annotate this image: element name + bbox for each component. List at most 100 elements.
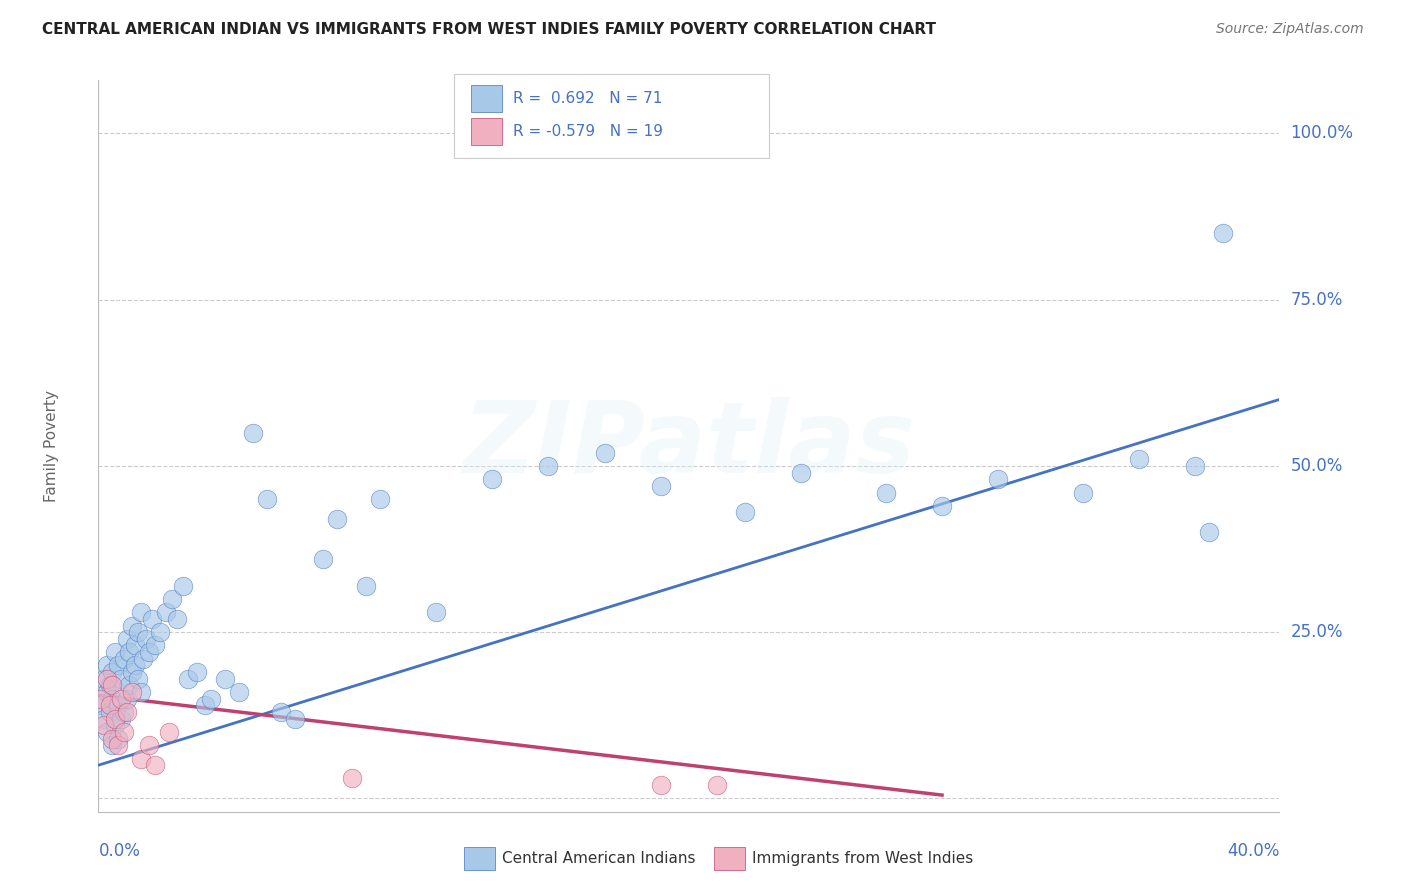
Text: Family Poverty: Family Poverty [44, 390, 59, 502]
Text: 100.0%: 100.0% [1291, 125, 1354, 143]
Point [96, 685, 118, 699]
Point [98, 705, 121, 719]
Point [101, 665, 124, 679]
Point [135, 632, 157, 646]
Point [734, 506, 756, 520]
Point [93, 718, 115, 732]
Point [93, 712, 115, 726]
Point [110, 691, 132, 706]
Point [132, 652, 155, 666]
Point [340, 772, 363, 786]
Point [121, 685, 143, 699]
Point [104, 712, 127, 726]
Point [112, 705, 135, 719]
Point [987, 472, 1010, 486]
Point [101, 678, 124, 692]
Point [104, 718, 127, 732]
Text: Immigrants from West Indies: Immigrants from West Indies [752, 851, 973, 865]
Point [115, 705, 138, 719]
Point [96, 658, 118, 673]
Point [354, 579, 377, 593]
Point [1128, 452, 1150, 467]
Point [138, 645, 160, 659]
Point [101, 738, 124, 752]
Text: Central American Indians: Central American Indians [502, 851, 696, 865]
Point [256, 492, 278, 507]
Point [790, 466, 813, 480]
Point [157, 725, 180, 739]
Point [129, 605, 152, 619]
Text: ZIPatlas: ZIPatlas [463, 398, 915, 494]
Point [112, 725, 135, 739]
Point [593, 445, 616, 459]
Point [121, 618, 143, 632]
Point [129, 685, 152, 699]
Point [107, 731, 129, 746]
Point [1198, 525, 1220, 540]
Point [242, 425, 264, 440]
Point [110, 712, 132, 726]
Point [96, 725, 118, 739]
Point [118, 645, 141, 659]
Point [104, 645, 127, 659]
Point [270, 705, 292, 719]
Point [101, 691, 124, 706]
Point [284, 712, 307, 726]
Point [228, 685, 250, 699]
Point [326, 512, 349, 526]
Point [537, 458, 560, 473]
Text: Source: ZipAtlas.com: Source: ZipAtlas.com [1216, 22, 1364, 37]
Text: 0.0%: 0.0% [98, 842, 141, 860]
Point [1212, 226, 1234, 240]
Point [107, 738, 129, 752]
Point [706, 778, 728, 792]
Point [124, 639, 146, 653]
Point [101, 731, 124, 746]
Text: 40.0%: 40.0% [1227, 842, 1279, 860]
Point [425, 605, 447, 619]
Point [138, 738, 160, 752]
Text: 25.0%: 25.0% [1291, 624, 1343, 641]
Text: 50.0%: 50.0% [1291, 457, 1343, 475]
Point [107, 658, 129, 673]
Point [368, 492, 391, 507]
Point [650, 479, 672, 493]
Point [124, 658, 146, 673]
Point [98, 678, 121, 692]
Point [200, 691, 222, 706]
Point [143, 639, 166, 653]
Point [1071, 485, 1094, 500]
Point [110, 672, 132, 686]
Point [481, 472, 503, 486]
Point [1184, 458, 1206, 473]
Point [172, 579, 194, 593]
Point [129, 751, 152, 765]
Point [155, 605, 177, 619]
Point [127, 625, 149, 640]
Point [90, 698, 112, 713]
Point [931, 499, 953, 513]
Point [214, 672, 236, 686]
Point [115, 691, 138, 706]
Point [118, 678, 141, 692]
Point [650, 778, 672, 792]
Point [312, 552, 335, 566]
Point [90, 691, 112, 706]
Point [96, 672, 118, 686]
Point [107, 698, 129, 713]
Point [177, 672, 200, 686]
Point [98, 698, 121, 713]
Point [166, 612, 188, 626]
Point [112, 652, 135, 666]
Text: CENTRAL AMERICAN INDIAN VS IMMIGRANTS FROM WEST INDIES FAMILY POVERTY CORRELATIO: CENTRAL AMERICAN INDIAN VS IMMIGRANTS FR… [42, 22, 936, 37]
Text: R = -0.579   N = 19: R = -0.579 N = 19 [513, 124, 664, 138]
Point [121, 665, 143, 679]
Point [149, 625, 172, 640]
Point [93, 672, 115, 686]
Point [186, 665, 208, 679]
Point [143, 758, 166, 772]
Text: 75.0%: 75.0% [1291, 291, 1343, 309]
Point [160, 591, 183, 606]
Text: R =  0.692   N = 71: R = 0.692 N = 71 [513, 91, 662, 105]
Point [115, 632, 138, 646]
